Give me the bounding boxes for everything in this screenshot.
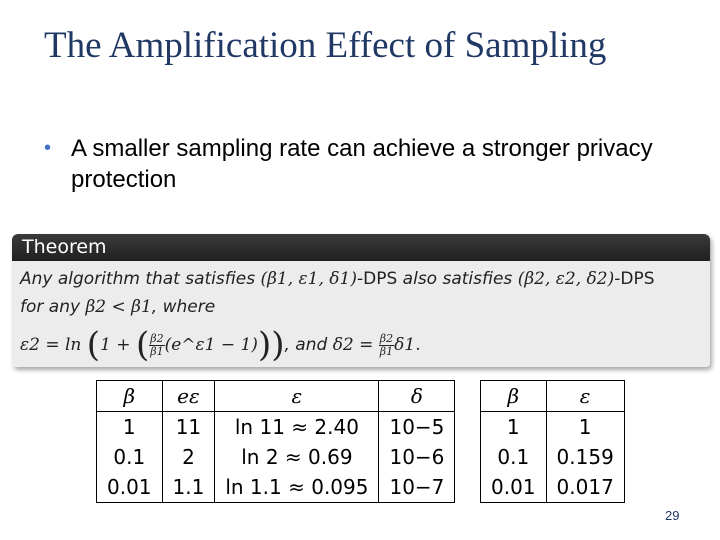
paren-close: ))	[257, 325, 285, 365]
table-row: 1 11 ln 11 ≈ 2.40 10−5	[97, 411, 455, 442]
paren-open: (	[86, 325, 101, 365]
table-header: β	[96, 380, 163, 412]
theorem-block: Theorem Any algorithm that satisfies (β1…	[12, 234, 710, 367]
theorem-math: δ1.	[394, 335, 421, 355]
theorem-math: ε2 = ln	[20, 335, 82, 355]
theorem-math: 1 +	[100, 335, 136, 355]
table-cell: 10−7	[378, 472, 455, 503]
table-header: eε	[161, 380, 215, 412]
theorem-math: β2 < β1	[85, 297, 152, 317]
theorem-line-1: Any algorithm that satisfies (β1, ε1, δ1…	[20, 265, 702, 293]
table-header: δ	[378, 380, 455, 412]
theorem-text: , where	[151, 297, 216, 317]
theorem-math: (β1, ε1, δ1)	[260, 269, 357, 289]
fraction-numerator: β2	[378, 331, 395, 346]
table-header: ε	[545, 380, 625, 412]
table-cell: ln 11 ≈ 2.40	[214, 411, 379, 442]
bullet-icon: •	[44, 137, 52, 159]
table-cell: 0.017	[545, 472, 625, 503]
table-row: 0.01 0.017	[481, 472, 625, 503]
table-cell: 0.1	[113, 445, 146, 469]
table-cell: ln 2 ≈ 0.69	[214, 442, 379, 472]
table-cell: 0.01	[107, 475, 152, 499]
table-cell: ln 1.1 ≈ 0.095	[214, 472, 379, 503]
table-row: 0.1 0.159	[481, 442, 625, 472]
table-cell: 1.1	[161, 472, 215, 503]
table-header: β	[480, 380, 547, 412]
table-cell: 0.159	[545, 442, 625, 472]
table-cell: 1	[545, 411, 625, 442]
theorem-body: Any algorithm that satisfies (β1, ε1, δ1…	[12, 261, 710, 367]
bullet-text: A smaller sampling rate can achieve a st…	[71, 135, 653, 193]
table-cell: 10−5	[378, 411, 455, 442]
table-row: 1 1	[481, 411, 625, 442]
table-cell: 0.01	[491, 475, 536, 499]
table-cell: 11	[161, 411, 215, 442]
table-row: 0.1 2 ln 2 ≈ 0.69 10−6	[97, 442, 455, 472]
bullet-point: • A smaller sampling rate can achieve a …	[44, 133, 684, 195]
theorem-text: Any algorithm that satisfies	[20, 269, 256, 289]
fraction-denominator: β1	[150, 344, 164, 358]
theorem-math: δ2 =	[332, 335, 374, 355]
theorem-text: , and	[284, 335, 328, 355]
privacy-table-2: β ε 1 1 0.1 0.159 0.01 0.017	[480, 380, 625, 503]
theorem-line-2: for any β2 < β1, where	[20, 293, 702, 321]
theorem-text: -DPS	[356, 269, 398, 289]
table-cell: 0.1	[497, 445, 530, 469]
table-cell: 1	[506, 415, 520, 439]
privacy-table-1: β eε ε δ 1 11 ln 11 ≈ 2.40 10−5 0.1 2 ln…	[96, 380, 456, 503]
theorem-text: -DPS	[614, 269, 655, 289]
theorem-line-3: ε2 = ln (1 + (β2 β1 (e^ε1 − 1))), and δ2 =…	[20, 323, 702, 367]
table-row: 0.01 1.1 ln 1.1 ≈ 0.095 10−7	[97, 472, 455, 503]
slide-title: The Amplification Effect of Sampling	[44, 25, 607, 66]
page-number: 29	[665, 508, 680, 523]
table-cell: 2	[161, 442, 215, 472]
table-header: ε	[214, 380, 379, 412]
theorem-math: (e^ε1 − 1)	[164, 335, 258, 355]
table-cell: 1	[122, 415, 136, 439]
fraction-numerator: β2	[149, 331, 165, 346]
table-cell: 10−6	[378, 442, 455, 472]
fraction: β2 β1	[149, 331, 165, 358]
fraction-denominator: β1	[379, 344, 394, 358]
theorem-math: (β2, ε2, δ2)	[517, 269, 615, 289]
theorem-text: also satisfies	[402, 269, 513, 289]
paren-open: (	[135, 325, 150, 365]
theorem-header: Theorem	[12, 234, 710, 261]
fraction: β2 β1	[378, 331, 395, 358]
theorem-text: for any	[20, 297, 81, 317]
